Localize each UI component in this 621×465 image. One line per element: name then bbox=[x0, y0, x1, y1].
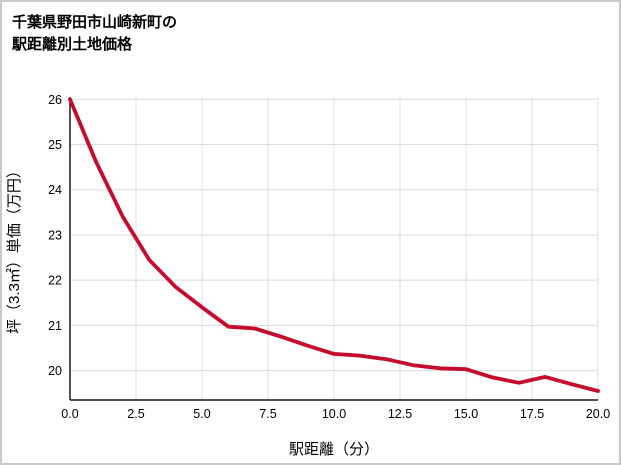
x-tick-label: 20.0 bbox=[586, 407, 610, 421]
x-tick-label: 12.5 bbox=[388, 407, 412, 421]
chart-svg: 0.0 2.5 5.0 7.5 10.0 12.5 15.0 17.5 20.0 20 21 22 23… bbox=[6, 93, 610, 458]
y-axis-label: 坪（3.3㎡）単価（万円） bbox=[6, 163, 23, 334]
y-tick-label: 20 bbox=[48, 364, 62, 378]
x-axis-label: 駅距離（分） bbox=[289, 440, 379, 458]
x-tick-label: 15.0 bbox=[454, 407, 478, 421]
x-tick-label: 17.5 bbox=[520, 407, 544, 421]
chart-area: 0.0 2.5 5.0 7.5 10.0 12.5 15.0 17.5 20.0 20 21 22 23… bbox=[2, 74, 619, 463]
chart-title-line1: 千葉県野田市山崎新町の bbox=[12, 14, 178, 31]
y-tick-label: 24 bbox=[48, 183, 62, 197]
x-tick-label: 2.5 bbox=[127, 407, 144, 421]
y-tick-label: 23 bbox=[48, 228, 62, 242]
x-tick-label: 5.0 bbox=[193, 407, 210, 421]
price-line-series bbox=[68, 97, 600, 393]
y-tick-label: 25 bbox=[48, 138, 62, 152]
y-tick-label: 21 bbox=[48, 319, 62, 333]
y-tick-label: 22 bbox=[48, 274, 62, 288]
x-tick-label: 7.5 bbox=[259, 407, 276, 421]
x-tick-label: 0.0 bbox=[61, 407, 78, 421]
y-tick-label: 26 bbox=[48, 93, 62, 107]
chart-title-line2: 駅距離別土地価格 bbox=[12, 35, 133, 53]
x-tick-label: 10.0 bbox=[322, 407, 346, 421]
chart-title: 千葉県野田市山崎新町の 駅距離別土地価格 bbox=[2, 2, 619, 56]
